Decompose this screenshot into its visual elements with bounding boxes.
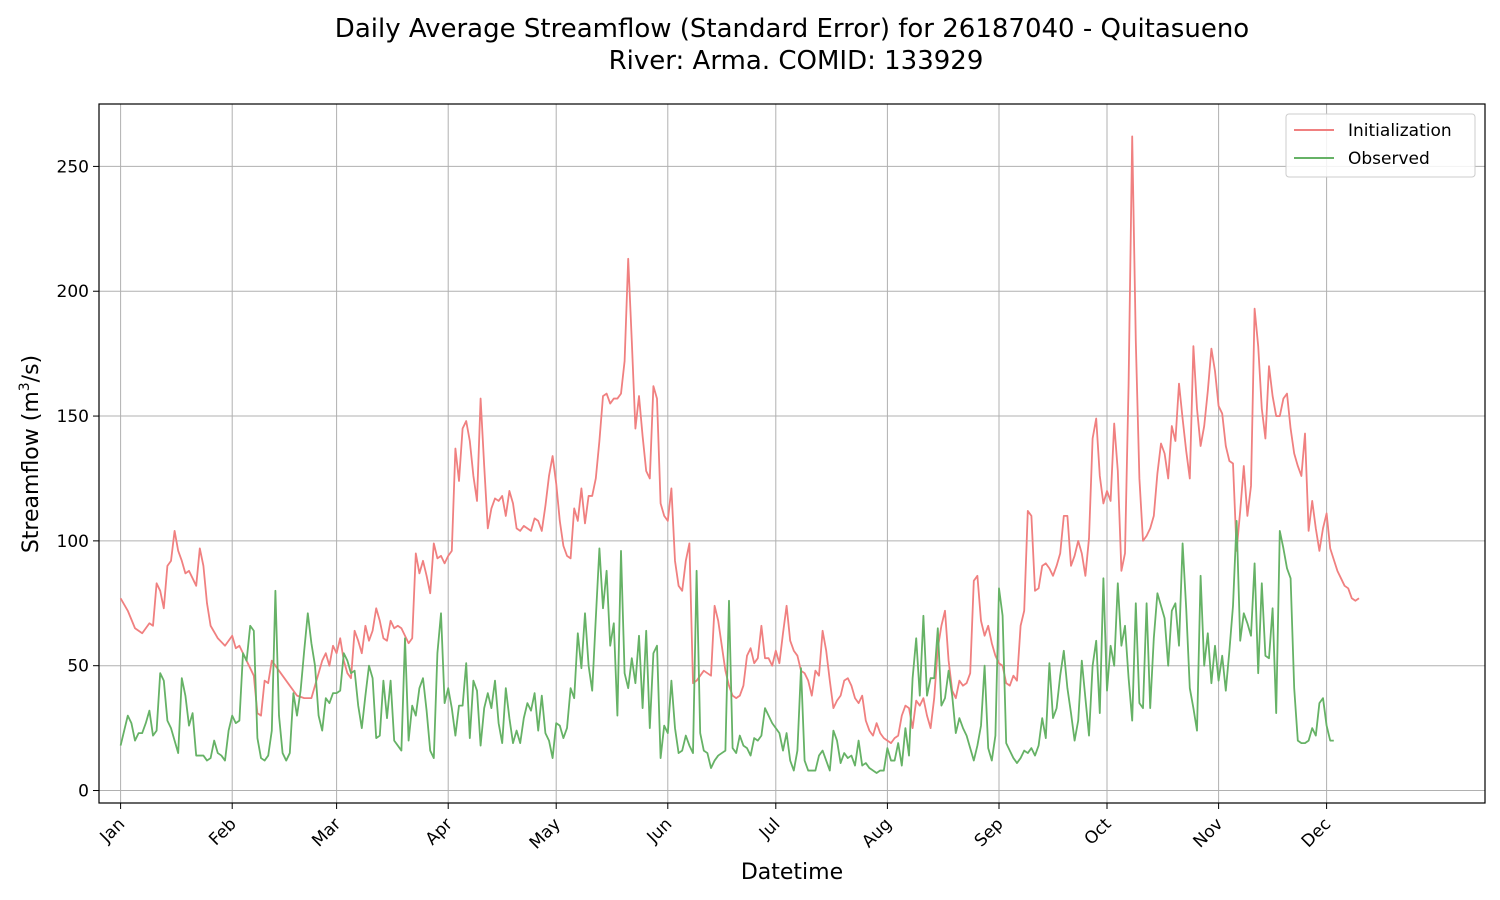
x-axis-label: Datetime — [741, 860, 843, 885]
y-axis-label-tail: /s) — [19, 355, 44, 382]
legend-label-initialization: Initialization — [1348, 121, 1452, 141]
y-axis-label: Streamflow (m3/s) — [17, 355, 44, 553]
plot-frame — [98, 103, 1486, 804]
series-line-observed — [119, 520, 1334, 774]
y-tick-label: 0 — [78, 782, 89, 802]
legend-label-observed: Observed — [1348, 149, 1430, 169]
y-axis-label-superscript: 3 — [17, 382, 33, 391]
y-axis-ticks: 0 50 100 150 200 250 — [57, 157, 99, 802]
y-tick-label: 200 — [57, 282, 89, 302]
y-tick-label: 250 — [57, 157, 89, 177]
legend: Initialization Observed — [1285, 113, 1476, 178]
grid — [99, 104, 1485, 803]
chart-title-line-1: Daily Average Streamflow (Standard Error… — [335, 14, 1249, 44]
y-axis-label-main: Streamflow (m — [19, 391, 44, 553]
y-tick-label: 150 — [57, 407, 89, 427]
chart-title-line-2: River: Arma. COMID: 133929 — [609, 46, 984, 76]
series-line-initialization — [119, 135, 1360, 744]
series-lines — [119, 135, 1360, 774]
y-tick-label: 50 — [67, 657, 89, 677]
y-tick-label: 100 — [57, 532, 89, 552]
